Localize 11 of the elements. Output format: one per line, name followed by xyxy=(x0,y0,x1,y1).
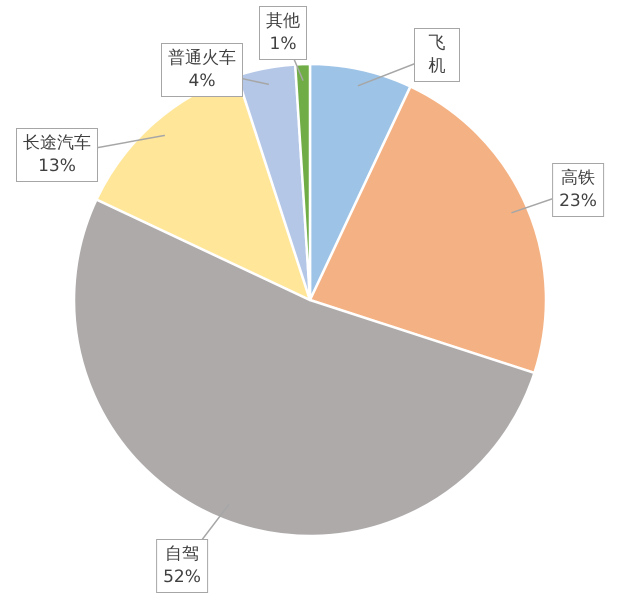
data-label: 23% xyxy=(559,190,597,213)
data-label: 52% xyxy=(163,566,201,589)
slice-label: 飞机 xyxy=(428,32,446,78)
slice-label: 普通火车 xyxy=(168,47,236,70)
slice-label: 高铁 xyxy=(560,167,596,190)
slice-label: 长途汽车 xyxy=(23,132,91,155)
slice-label: 其他 xyxy=(266,10,300,33)
data-label: 13% xyxy=(37,155,77,178)
data-label: 4% xyxy=(188,70,216,93)
slice-label: 自驾 xyxy=(164,543,200,566)
data-label: 1% xyxy=(268,33,298,56)
